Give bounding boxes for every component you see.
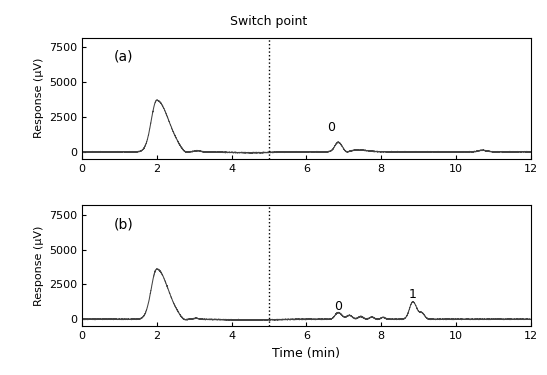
Y-axis label: Response (μV): Response (μV) <box>33 225 44 306</box>
Text: (b): (b) <box>113 217 133 231</box>
X-axis label: Time (min): Time (min) <box>272 346 340 360</box>
Text: 0: 0 <box>334 300 342 312</box>
Text: Switch point: Switch point <box>230 15 307 28</box>
Text: 1: 1 <box>409 288 417 301</box>
Text: (a): (a) <box>113 50 133 64</box>
Y-axis label: Response (μV): Response (μV) <box>33 58 44 138</box>
Text: 0: 0 <box>327 121 335 134</box>
